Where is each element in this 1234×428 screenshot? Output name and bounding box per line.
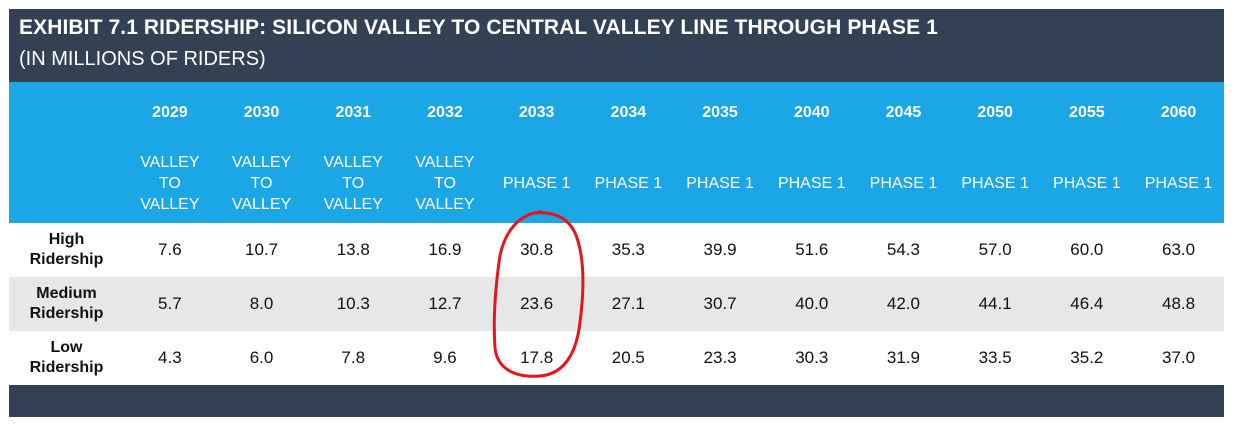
column-phase-2033: PHASE 1	[502, 175, 571, 192]
table-cell: 33.5	[978, 348, 1012, 367]
table-cell: 30.7	[703, 294, 737, 313]
table-row-high	[9, 223, 1224, 277]
table-cell: 42.0	[886, 294, 920, 313]
table-cell: 30.8	[520, 240, 554, 259]
table-cell: 7.6	[158, 240, 182, 259]
table-cell: 8.0	[249, 294, 274, 313]
column-year-2045: 2045	[885, 104, 922, 121]
table-cell: 10.7	[244, 240, 279, 259]
column-phase-2040: PHASE 1	[777, 175, 846, 192]
column-year-2040: 2040	[793, 104, 830, 121]
column-phase-2029: VALLEY TO VALLEY	[140, 154, 200, 213]
table-cell: 57.0	[978, 240, 1012, 259]
header-band	[9, 82, 1224, 223]
table-cell: 51.6	[795, 240, 829, 259]
row-label-medium: Medium Ridership	[29, 285, 104, 322]
column-phase-2035: PHASE 1	[686, 175, 754, 192]
table-cell: 40.0	[795, 294, 829, 313]
column-year-2050: 2050	[977, 104, 1013, 121]
column-year-2030: 2030	[243, 104, 280, 121]
table-cell: 20.5	[611, 348, 645, 367]
table-cell: 46.4	[1070, 294, 1104, 313]
table-row-low	[9, 331, 1224, 385]
table-cell: 5.7	[158, 294, 182, 313]
table-cell: 9.6	[433, 348, 457, 367]
table-cell: 16.9	[428, 240, 462, 259]
table-cell: 10.3	[336, 294, 370, 313]
column-year-2055: 2055	[1069, 104, 1105, 121]
table-cell: 17.8	[520, 348, 554, 367]
column-year-2032: 2032	[427, 104, 463, 121]
column-phase-2031: VALLEY TO VALLEY	[323, 154, 383, 213]
column-year-2034: 2034	[610, 104, 647, 121]
table-cell: 54.3	[886, 240, 920, 259]
column-year-2031: 2031	[335, 104, 372, 121]
table-cell: 31.9	[886, 348, 920, 367]
table-cell: 44.1	[978, 294, 1012, 313]
table-cell: 37.0	[1161, 348, 1196, 367]
exhibit-subtitle: (IN MILLIONS OF RIDERS)	[19, 48, 266, 70]
column-phase-2034: PHASE 1	[594, 175, 663, 192]
footer-bar	[9, 385, 1224, 417]
table-cell: 48.8	[1161, 294, 1196, 313]
table-cell: 39.9	[703, 240, 737, 259]
column-phase-2050: PHASE 1	[961, 175, 1029, 192]
table-cell: 35.3	[611, 240, 645, 259]
table-cell: 60.0	[1070, 240, 1104, 259]
table-cell: 23.6	[520, 294, 554, 313]
table-cell: 6.0	[249, 348, 274, 367]
row-label-high: High Ridership	[29, 231, 104, 268]
table-cell: 35.2	[1070, 348, 1104, 367]
table-cell: 13.8	[336, 240, 370, 259]
column-phase-2045: PHASE 1	[869, 175, 938, 192]
table-cell: 30.3	[795, 348, 829, 367]
table-cell: 23.3	[703, 348, 737, 367]
table-cell: 4.3	[158, 348, 182, 367]
row-label-low: Low Ridership	[29, 339, 104, 376]
column-year-2060: 2060	[1160, 104, 1197, 121]
column-year-2033: 2033	[518, 104, 555, 121]
column-phase-2060: PHASE 1	[1144, 175, 1213, 192]
exhibit-table: EXHIBIT 7.1 RIDERSHIP: SILICON VALLEY TO…	[9, 9, 1224, 417]
table-cell: 63.0	[1161, 240, 1196, 259]
column-year-2029: 2029	[152, 104, 188, 121]
table-cell: 7.8	[341, 348, 366, 367]
column-year-2035: 2035	[702, 104, 738, 121]
table-cell: 27.1	[611, 294, 645, 313]
column-phase-2055: PHASE 1	[1053, 175, 1121, 192]
column-phase-2030: VALLEY TO VALLEY	[231, 154, 292, 213]
table-cell: 12.7	[428, 294, 462, 313]
column-phase-2032: VALLEY TO VALLEY	[415, 154, 475, 213]
title-bar: EXHIBIT 7.1 RIDERSHIP: SILICON VALLEY TO…	[9, 9, 1224, 82]
exhibit-title: EXHIBIT 7.1 RIDERSHIP: SILICON VALLEY TO…	[19, 16, 938, 39]
table-row-medium	[9, 277, 1224, 331]
